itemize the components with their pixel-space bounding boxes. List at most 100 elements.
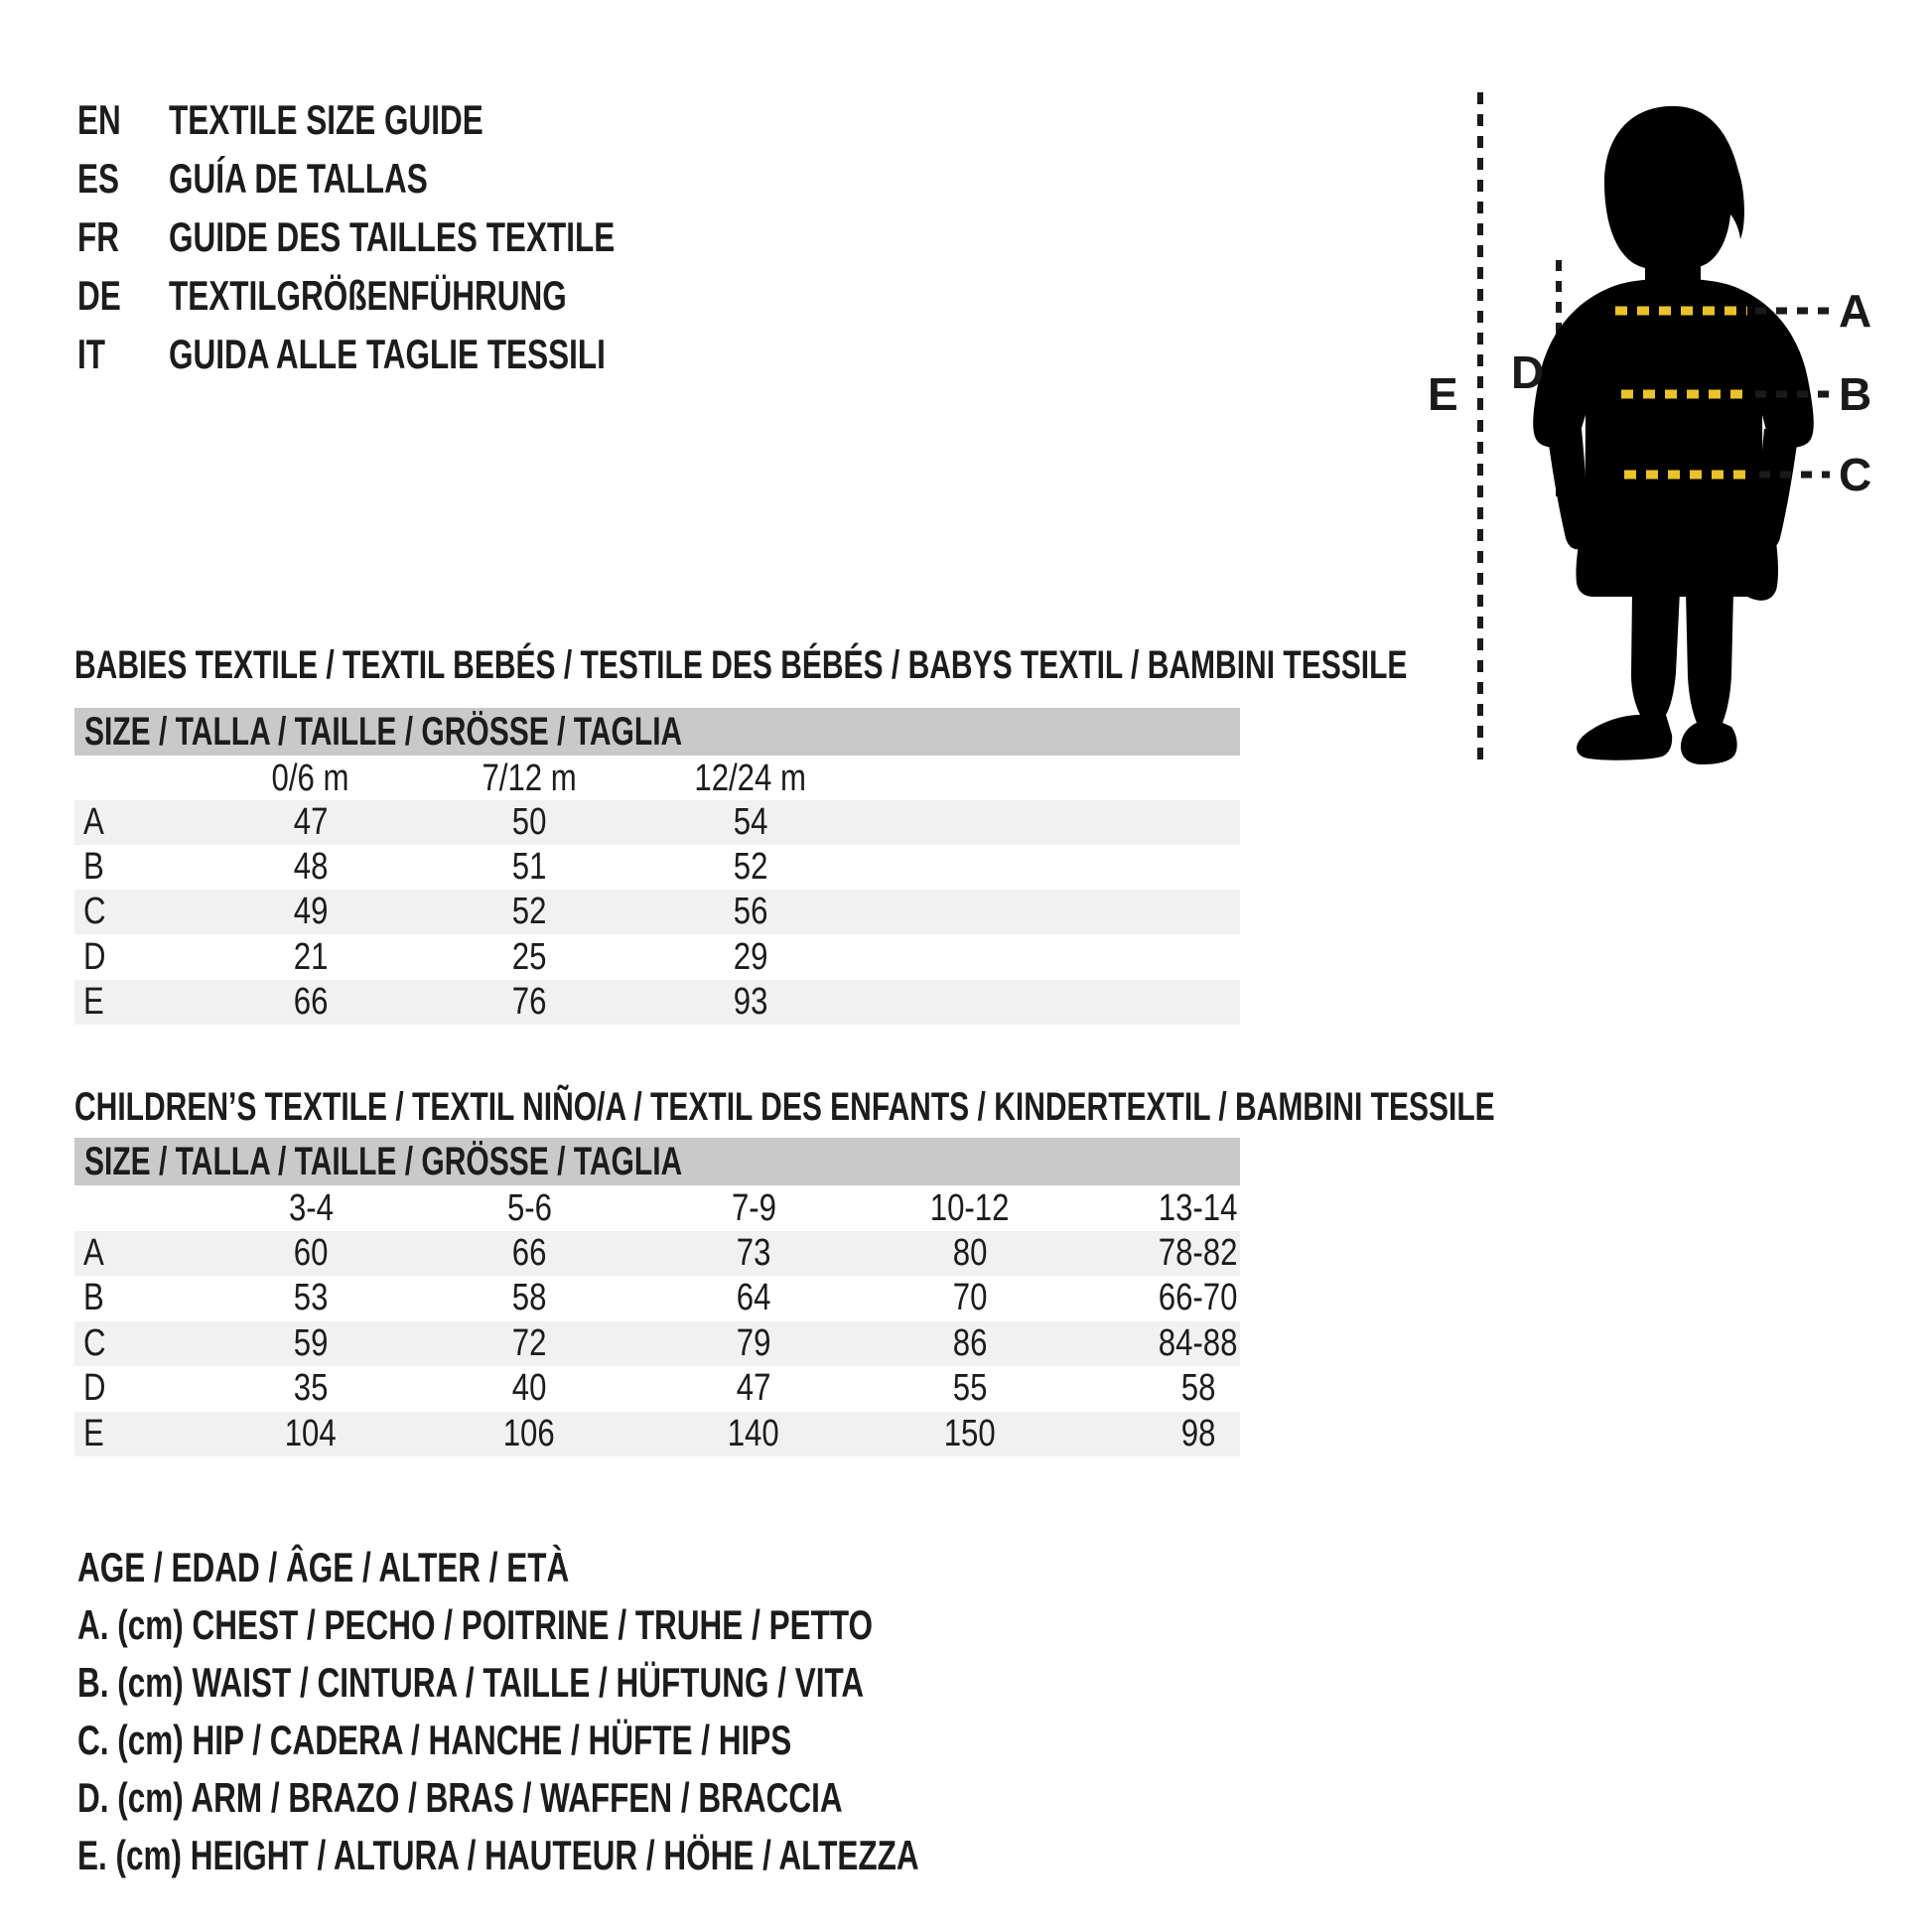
- row-label: B: [83, 846, 104, 888]
- table-row: C 59 72 79 86 84-88: [74, 1321, 1240, 1366]
- legend-line-age: AGE / EDAD / ÂGE / ALTER / ETÀ: [77, 1544, 570, 1590]
- lang-code: ES: [77, 155, 120, 202]
- silhouette-left-arm: [1547, 429, 1587, 550]
- table-cell: 72: [511, 1322, 547, 1364]
- table-row: E 104 106 140 150 98: [74, 1412, 1240, 1456]
- legend-line-hip: C. (cm) HIP / CADERA / HANCHE / HÜFTE / …: [77, 1717, 792, 1763]
- babies-column-header-row: 0/6 m 7/12 m 12/24 m: [74, 757, 1240, 800]
- table-cell: 25: [511, 936, 547, 978]
- column-header: 3-4: [288, 1187, 334, 1229]
- column-header: 0/6 m: [272, 758, 349, 799]
- table-row: D 35 40 47 55 58: [74, 1366, 1240, 1411]
- table-cell: 50: [511, 801, 547, 843]
- table-cell: 47: [293, 801, 329, 843]
- table-cell: 58: [511, 1277, 547, 1318]
- row-label: E: [83, 981, 104, 1023]
- children-section-title: CHILDREN’S TEXTILE / TEXTIL NIÑO/A / TEX…: [74, 1085, 1495, 1129]
- table-cell: 66: [511, 1232, 547, 1274]
- silhouette-left-shoe: [1577, 715, 1673, 760]
- legend-line-waist: B. (cm) WAIST / CINTURA / TAILLE / HÜFTU…: [77, 1659, 865, 1706]
- table-cell: 58: [1180, 1367, 1216, 1409]
- table-cell: 56: [733, 891, 768, 932]
- table-cell: 55: [952, 1367, 988, 1409]
- child-measurement-diagram: A B C D E: [1428, 92, 1871, 764]
- table-row: B 53 58 64 70 66-70: [74, 1276, 1240, 1320]
- table-cell: 106: [503, 1413, 555, 1454]
- figure-label-e: E: [1428, 368, 1458, 420]
- lang-title: GUIDE DES TAILLES TEXTILE: [169, 213, 616, 260]
- table-cell: 64: [736, 1277, 771, 1318]
- table-cell: 73: [736, 1232, 771, 1274]
- column-header: 5-6: [506, 1187, 552, 1229]
- row-label: B: [83, 1277, 104, 1318]
- table-cell: 49: [293, 891, 329, 932]
- table-row: A 47 50 54: [74, 800, 1240, 845]
- size-header-label: SIZE / TALLA / TAILLE / GRÖSSE / TAGLIA: [84, 1140, 683, 1183]
- lang-title: GUIDA ALLE TAGLIE TESSILI: [169, 331, 606, 377]
- column-header: 7/12 m: [482, 758, 577, 799]
- table-cell: 47: [736, 1367, 771, 1409]
- lang-title: GUÍA DE TALLAS: [169, 155, 428, 202]
- column-header: 12/24 m: [694, 758, 807, 799]
- figure-label-a: A: [1839, 285, 1871, 337]
- row-label: A: [83, 1232, 104, 1274]
- lang-code: DE: [77, 272, 121, 319]
- silhouette-right-leg: [1686, 591, 1733, 723]
- table-cell: 52: [733, 846, 768, 888]
- babies-size-table: SIZE / TALLA / TAILLE / GRÖSSE / TAGLIA …: [74, 708, 1240, 1026]
- table-cell: 51: [511, 846, 547, 888]
- table-cell: 40: [511, 1367, 547, 1409]
- table-cell: 53: [293, 1277, 329, 1318]
- table-cell: 140: [728, 1413, 779, 1454]
- figure-label-d: D: [1511, 346, 1544, 398]
- row-label: D: [83, 1367, 106, 1409]
- legend-line-chest: A. (cm) CHEST / PECHO / POITRINE / TRUHE…: [77, 1601, 874, 1648]
- table-cell: 76: [511, 981, 547, 1023]
- table-cell: 78-82: [1159, 1232, 1238, 1274]
- table-cell: 52: [511, 891, 547, 932]
- lang-code: EN: [77, 96, 121, 143]
- table-row: D 21 25 29: [74, 935, 1240, 980]
- child-silhouette: [1533, 105, 1814, 764]
- lang-title: TEXTILGRÖßENFÜHRUNG: [169, 272, 567, 319]
- babies-section-title: BABIES TEXTILE / TEXTIL BEBÉS / TESTILE …: [74, 643, 1408, 687]
- children-column-header-row: 3-4 5-6 7-9 10-12 13-14: [74, 1186, 1240, 1230]
- figure-label-b: B: [1839, 368, 1871, 420]
- table-cell: 60: [293, 1232, 329, 1274]
- column-header: 7-9: [731, 1187, 776, 1229]
- legend-line-height: E. (cm) HEIGHT / ALTURA / HAUTEUR / HÖHE…: [77, 1832, 919, 1878]
- lang-title: TEXTILE SIZE GUIDE: [169, 96, 483, 143]
- table-cell: 48: [293, 846, 329, 888]
- table-cell: 54: [733, 801, 768, 843]
- column-header: 10-12: [930, 1187, 1010, 1229]
- silhouette-right-shoe: [1680, 723, 1737, 764]
- table-cell: 59: [293, 1322, 329, 1364]
- table-cell: 80: [952, 1232, 988, 1274]
- babies-size-header-bar: SIZE / TALLA / TAILLE / GRÖSSE / TAGLIA: [74, 708, 1240, 756]
- children-size-table: SIZE / TALLA / TAILLE / GRÖSSE / TAGLIA …: [74, 1138, 1240, 1457]
- table-row: C 49 52 56: [74, 890, 1240, 934]
- table-cell: 93: [733, 981, 768, 1023]
- table-cell: 66: [293, 981, 329, 1023]
- table-cell: 104: [285, 1413, 337, 1454]
- table-cell: 35: [293, 1367, 329, 1409]
- size-header-label: SIZE / TALLA / TAILLE / GRÖSSE / TAGLIA: [84, 710, 683, 754]
- table-cell: 86: [952, 1322, 988, 1364]
- row-label: E: [83, 1413, 104, 1454]
- table-cell: 84-88: [1159, 1322, 1238, 1364]
- table-cell: 98: [1180, 1413, 1216, 1454]
- row-label: D: [83, 936, 106, 978]
- table-cell: 150: [944, 1413, 996, 1454]
- row-label: C: [83, 1322, 106, 1364]
- table-cell: 66-70: [1159, 1277, 1238, 1318]
- silhouette-shorts: [1576, 506, 1779, 601]
- figure-label-c: C: [1839, 449, 1871, 500]
- table-row: A 60 66 73 80 78-82: [74, 1231, 1240, 1276]
- lang-code: IT: [77, 331, 105, 377]
- silhouette-head: [1604, 105, 1744, 272]
- table-cell: 21: [293, 936, 329, 978]
- table-cell: 70: [952, 1277, 988, 1318]
- legend-line-arm: D. (cm) ARM / BRAZO / BRAS / WAFFEN / BR…: [77, 1774, 843, 1821]
- column-header: 13-14: [1159, 1187, 1238, 1229]
- row-label: C: [83, 891, 106, 932]
